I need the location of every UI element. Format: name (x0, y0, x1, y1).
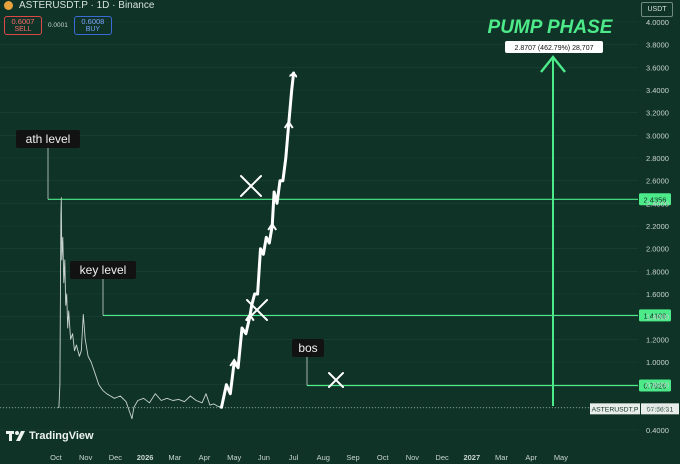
y-tick-label: 0.8000 (646, 381, 669, 390)
x-tick-label: Apr (199, 453, 211, 462)
x-tick-label: Mar (495, 453, 508, 462)
x-tick-label: 2026 (137, 453, 154, 462)
y-tick-label: 3.4000 (646, 86, 669, 95)
y-tick-label: 1.0000 (646, 358, 669, 367)
spread-value: 0.0001 (48, 22, 68, 29)
x-tick-label: Jul (289, 453, 299, 462)
y-tick-label: 3.0000 (646, 131, 669, 140)
x-tick-label: Sep (346, 453, 359, 462)
y-tick-label: 2.8000 (646, 154, 669, 163)
level-price-label: 2.4356 (644, 195, 667, 204)
x-tick-label: Jun (258, 453, 270, 462)
y-tick-label: 1.6000 (646, 290, 669, 299)
projection-arrowhead (229, 358, 240, 367)
y-tick-label: 1.8000 (646, 267, 669, 276)
y-tick-label: 3.8000 (646, 41, 669, 50)
x-tick-label: Oct (377, 453, 390, 462)
measure-label-box (505, 41, 603, 53)
x-tick-label: Oct (50, 453, 63, 462)
pump-phase-title: PUMP PHASE (488, 17, 614, 38)
cross-icon (240, 175, 262, 197)
sell-label: SELL (14, 26, 32, 33)
y-tick-label: 3.6000 (646, 63, 669, 72)
x-tick-label: Aug (317, 453, 330, 462)
quote-panel: 0.6007 SELL 0.0001 0.6008 BUY (4, 16, 112, 35)
measure-label: 2.8707 (462.79%) 28,707 (514, 45, 593, 52)
symbol-title: ASTERUSDT.P · 1D · Binance (19, 0, 155, 11)
key-level-box (70, 261, 136, 279)
ath-level-label: ath level (26, 132, 71, 146)
tradingview-logo: TradingView (6, 430, 94, 442)
buy-button[interactable]: 0.6008 BUY (73, 16, 112, 35)
y-tick-label: 2.4000 (646, 199, 669, 208)
countdown-label: 07:56:31 (647, 406, 674, 413)
buy-price: 0.6008 (81, 17, 105, 26)
last-price-symbol: ASTERUSDT.P (592, 406, 639, 413)
annotation-layer: 2.8707 (462.79%) 28,707 PUMP PHASE ath lev… (16, 17, 614, 409)
y-tick-label: 1.4000 (646, 313, 669, 322)
x-tick-label: Dec (109, 453, 123, 462)
y-axis: 4.0000 3.8000 3.6000 3.4000 3.2000 3.0000 2.80… (646, 18, 669, 435)
projection-arrowhead (267, 222, 278, 231)
level-price-label: 0.7926 (644, 382, 667, 391)
x-tick-label: Nov (79, 453, 93, 462)
tradingview-logo-icon (6, 431, 25, 441)
x-tick-label: Nov (406, 453, 420, 462)
bos-box (292, 339, 324, 357)
x-tick-label: May (554, 453, 568, 462)
y-tick-label: 2.2000 (646, 222, 669, 231)
price-line (57, 197, 222, 420)
level-price-tag (639, 379, 671, 392)
level-price-label: 1.4109 (644, 311, 667, 320)
y-tick-label: 2.0000 (646, 245, 669, 254)
grid (0, 21, 638, 431)
x-tick-label: Mar (168, 453, 181, 462)
key-level-label: key level (80, 263, 127, 277)
y-tick-label: 2.6000 (646, 177, 669, 186)
cross-icon (246, 299, 268, 321)
x-tick-label: 2027 (463, 453, 480, 462)
last-price-symbol-tag (590, 403, 640, 415)
tradingview-name: TradingView (29, 430, 94, 442)
sell-button[interactable]: 0.6007 SELL (4, 16, 42, 35)
y-tick-label: 0.4000 (646, 426, 669, 435)
y-tick-label: 0.6000 (646, 403, 669, 412)
x-axis: Oct Nov Dec 2026 Mar Apr May Jun Jul Aug Sep Oct Nov… (50, 453, 568, 462)
countdown-tag (641, 403, 679, 415)
currency-selector[interactable]: USDT (641, 2, 673, 17)
binance-logo-icon (4, 1, 13, 10)
x-tick-label: May (227, 453, 241, 462)
cross-icon (328, 372, 344, 388)
level-price-tag (639, 309, 671, 322)
projection-arrowhead (283, 120, 294, 129)
symbol-header: ASTERUSDT.P · 1D · Binance (4, 0, 154, 11)
series-layer: ASTERUSDT.P 07:56:31 (0, 197, 679, 420)
sell-price: 0.6007 (11, 17, 35, 26)
y-tick-label: 3.2000 (646, 109, 669, 118)
x-tick-label: Apr (525, 453, 537, 462)
y-tick-label: 1.2000 (646, 335, 669, 344)
buy-label: BUY (85, 26, 101, 33)
ath-level-box (16, 130, 80, 148)
measure-arrow-head (540, 55, 566, 73)
level-price-tag (639, 193, 671, 206)
level-lines: 2.4356 1.4109 0.7926 (48, 193, 671, 392)
y-tick-label: 4.0000 (646, 18, 669, 27)
bos-label: bos (298, 341, 317, 355)
x-tick-label: Dec (435, 453, 449, 462)
projection-path (220, 71, 294, 409)
